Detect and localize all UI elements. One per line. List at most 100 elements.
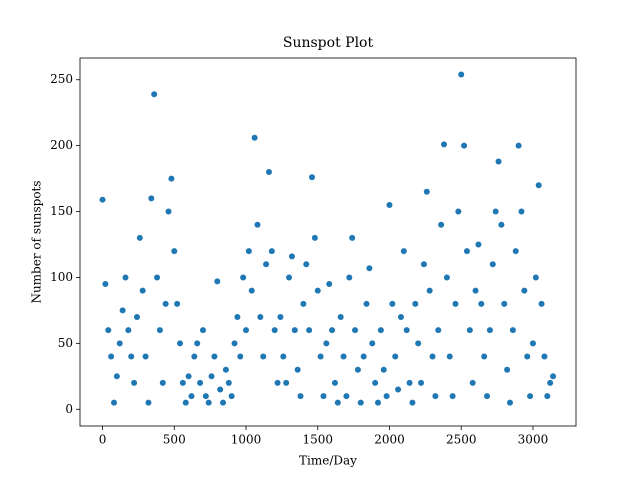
point — [271, 327, 278, 334]
point — [329, 327, 336, 334]
point — [395, 386, 402, 393]
point — [438, 221, 445, 228]
point — [116, 340, 123, 347]
point — [277, 313, 284, 320]
x-tick-label: 3000 — [518, 433, 549, 447]
plot-frame — [79, 57, 577, 427]
point — [133, 313, 140, 320]
point — [162, 300, 169, 307]
point — [386, 201, 393, 208]
point — [297, 393, 304, 400]
point — [331, 379, 338, 386]
point — [131, 379, 138, 386]
point — [177, 340, 184, 347]
chart-title: Sunspot Plot — [283, 35, 374, 51]
point — [334, 399, 341, 406]
point — [466, 327, 473, 334]
point — [108, 353, 115, 360]
point — [191, 353, 198, 360]
point — [283, 379, 290, 386]
point — [185, 373, 192, 380]
point — [369, 340, 376, 347]
point — [469, 379, 476, 386]
point — [240, 274, 247, 281]
point — [142, 353, 149, 360]
point — [441, 141, 448, 148]
point — [237, 353, 244, 360]
point — [154, 274, 161, 281]
point — [486, 327, 493, 334]
point — [495, 158, 502, 165]
x-tick-label: 2500 — [446, 433, 477, 447]
point — [211, 353, 218, 360]
point — [243, 327, 250, 334]
point — [544, 393, 551, 400]
point — [228, 393, 235, 400]
point — [504, 366, 511, 373]
point — [512, 248, 519, 255]
point — [377, 327, 384, 334]
point — [194, 340, 201, 347]
point — [529, 340, 536, 347]
point — [389, 300, 396, 307]
y-tick-label: 0 — [65, 402, 73, 416]
point — [288, 253, 295, 260]
point — [521, 287, 528, 294]
point — [415, 340, 422, 347]
point — [222, 366, 229, 373]
point — [357, 399, 364, 406]
point — [383, 393, 390, 400]
point — [507, 399, 514, 406]
point — [397, 313, 404, 320]
point — [280, 353, 287, 360]
y-tick-label: 250 — [50, 72, 73, 86]
y-tick-label: 50 — [58, 336, 73, 350]
point — [168, 175, 175, 182]
point — [245, 248, 252, 255]
point — [263, 261, 270, 268]
point — [128, 353, 135, 360]
point — [492, 208, 499, 215]
x-tick-label: 0 — [99, 433, 107, 447]
y-axis-label: Number of sunspots — [30, 180, 44, 303]
point — [214, 278, 221, 285]
point — [136, 234, 143, 241]
point — [317, 353, 324, 360]
point — [412, 300, 419, 307]
point — [148, 195, 155, 202]
point — [475, 241, 482, 248]
point — [349, 234, 356, 241]
point — [145, 399, 152, 406]
point — [323, 340, 330, 347]
point — [105, 327, 112, 334]
point — [251, 134, 258, 141]
point — [515, 142, 522, 149]
point — [449, 393, 456, 400]
point — [484, 393, 491, 400]
point — [309, 174, 316, 181]
y-tick-label: 100 — [50, 270, 73, 284]
point — [179, 379, 186, 386]
point — [119, 307, 126, 314]
point — [311, 234, 318, 241]
point — [202, 393, 209, 400]
point — [265, 169, 272, 176]
point — [174, 300, 181, 307]
point — [314, 287, 321, 294]
point — [171, 248, 178, 255]
point — [380, 366, 387, 373]
point — [354, 366, 361, 373]
point — [217, 386, 224, 393]
y-tick-label: 150 — [50, 204, 73, 218]
point — [199, 327, 206, 334]
point — [231, 340, 238, 347]
point — [99, 196, 106, 203]
point — [188, 393, 195, 400]
point — [452, 300, 459, 307]
point — [291, 327, 298, 334]
point — [524, 353, 531, 360]
point — [392, 353, 399, 360]
point — [254, 221, 261, 228]
point — [458, 71, 465, 78]
